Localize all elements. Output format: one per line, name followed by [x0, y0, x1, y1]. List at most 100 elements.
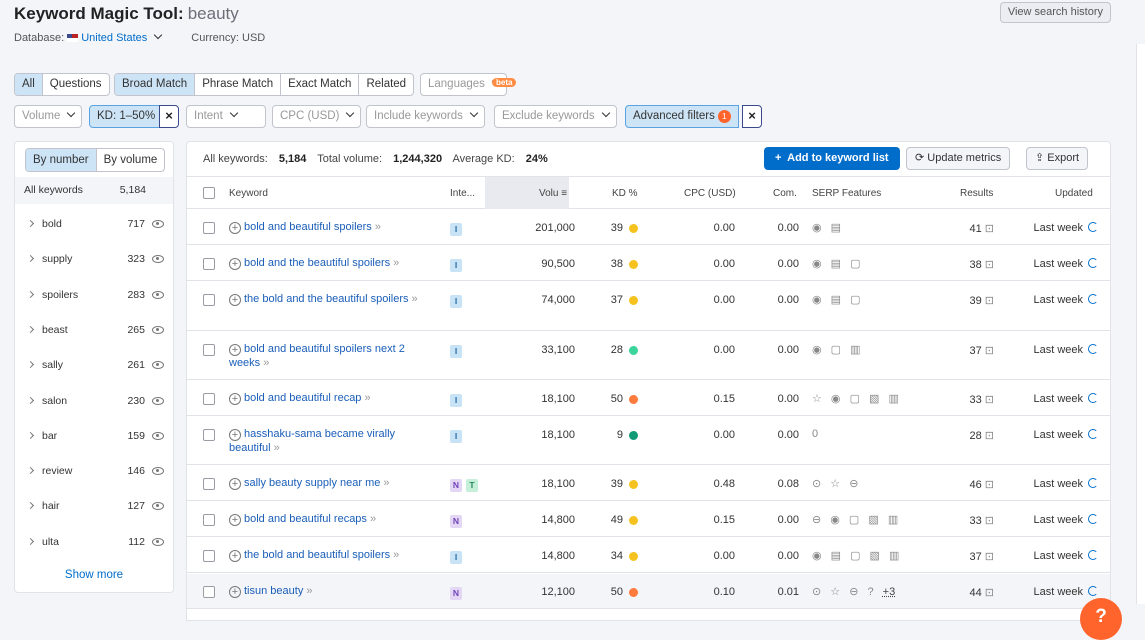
row-checkbox[interactable] — [203, 258, 215, 270]
serp-snapshot-icon[interactable]: ⊡ — [984, 295, 994, 307]
eye-icon[interactable] — [152, 361, 164, 370]
results-value[interactable]: 33 ⊡ — [969, 515, 994, 527]
sidebar-item-sally[interactable]: sally 261 — [15, 348, 173, 383]
by-number-button[interactable]: By number — [26, 149, 96, 171]
table-row[interactable]: + bold and beautiful recap» I 18,100 50 0.15 0… — [187, 381, 1110, 416]
sidebar-all-keywords[interactable]: All keywords 5,184 — [15, 177, 173, 204]
serp-features[interactable]: ◉ ▤ ▢ — [812, 294, 864, 306]
row-checkbox[interactable] — [203, 294, 215, 306]
col-updated[interactable]: Updated — [1055, 188, 1093, 199]
refresh-icon[interactable] — [1088, 294, 1098, 304]
results-value[interactable]: 28 ⊡ — [969, 430, 994, 442]
tab-related[interactable]: Related — [366, 78, 407, 90]
add-circle-icon[interactable]: + — [229, 222, 241, 234]
col-com[interactable]: Com. — [773, 188, 797, 199]
sidebar-item-ulta[interactable]: ulta 112 — [15, 525, 173, 560]
col-results[interactable]: Results — [960, 188, 994, 199]
table-row[interactable]: + bold and beautiful spoilers» I 201,000 39 0… — [187, 210, 1110, 245]
serp-snapshot-icon[interactable]: ⊡ — [984, 223, 994, 235]
eye-icon[interactable] — [152, 325, 164, 334]
scrollbar[interactable] — [1136, 44, 1145, 604]
keyword-link[interactable]: + bold and the beautiful spoilers» — [229, 256, 429, 270]
select-all-checkbox[interactable] — [203, 187, 215, 199]
serp-snapshot-icon[interactable]: ⊡ — [984, 587, 994, 599]
show-more-link[interactable]: Show more — [64, 569, 124, 581]
results-value[interactable]: 33 ⊡ — [969, 394, 994, 406]
kd-filter-clear-icon[interactable]: × — [159, 105, 179, 128]
row-checkbox[interactable] — [203, 478, 215, 490]
advanced-filters-button[interactable]: Advanced filters 1 — [625, 105, 739, 128]
serp-snapshot-icon[interactable]: ⊡ — [984, 430, 994, 442]
help-button[interactable]: ? — [1080, 598, 1122, 640]
add-circle-icon[interactable]: + — [229, 344, 241, 356]
tab-broad-match[interactable]: Broad Match — [115, 74, 196, 95]
serp-features[interactable]: ◉ ▤ ▢ ▧ ▥ — [812, 550, 903, 562]
serp-features[interactable]: ⊙ ☆ ⊖ ? +3 — [812, 586, 896, 598]
intent-filter[interactable]: Intent — [186, 105, 266, 128]
table-row[interactable]: + tisun beauty» N 12,100 50 0.10 0.01 ⊙ ☆ ⊖ ? +… — [187, 574, 1110, 609]
include-keywords-filter[interactable]: Include keywords — [366, 105, 485, 128]
row-checkbox[interactable] — [203, 514, 215, 526]
col-intent[interactable]: Inte... — [450, 188, 476, 199]
keyword-link[interactable]: + sally beauty supply near me» — [229, 476, 429, 490]
view-history-button[interactable]: View search history — [999, 2, 1111, 23]
eye-icon[interactable] — [152, 502, 164, 511]
keyword-link[interactable]: + bold and beautiful spoilers next 2 weeks… — [229, 343, 405, 369]
exclude-keywords-filter[interactable]: Exclude keywords — [494, 105, 617, 128]
results-value[interactable]: 37 ⊡ — [969, 551, 994, 563]
keyword-link[interactable]: + bold and beautiful recap» — [229, 391, 429, 405]
results-value[interactable]: 44 ⊡ — [969, 587, 994, 599]
serp-snapshot-icon[interactable]: ⊡ — [984, 551, 994, 563]
serp-snapshot-icon[interactable]: ⊡ — [984, 259, 994, 271]
table-row[interactable]: + hasshaku-sama became virally beautiful» I… — [187, 417, 1110, 465]
col-keyword[interactable]: Keyword — [229, 188, 268, 199]
add-circle-icon[interactable]: + — [229, 478, 241, 490]
add-circle-icon[interactable]: + — [229, 429, 241, 441]
languages-dropdown[interactable]: Languages — [420, 73, 507, 96]
results-value[interactable]: 41 ⊡ — [969, 223, 994, 235]
add-circle-icon[interactable]: + — [229, 258, 241, 270]
serp-features[interactable]: ◉ ▤ ▢ — [812, 258, 864, 270]
updated-cell[interactable]: Last week — [1033, 294, 1098, 306]
serp-snapshot-icon[interactable]: ⊡ — [984, 345, 994, 357]
results-value[interactable]: 46 ⊡ — [969, 479, 994, 491]
table-row[interactable]: + sally beauty supply near me» N T 18,100 39 0… — [187, 466, 1110, 501]
add-circle-icon[interactable]: + — [229, 586, 241, 598]
updated-cell[interactable]: Last week — [1033, 222, 1098, 234]
table-row[interactable]: + bold and beautiful recaps» N 14,800 49 0.15… — [187, 502, 1110, 537]
col-cpc[interactable]: CPC (USD) — [684, 188, 736, 199]
sidebar-item-bar[interactable]: bar 159 — [15, 419, 173, 454]
serp-snapshot-icon[interactable]: ⊡ — [984, 515, 994, 527]
eye-icon[interactable] — [152, 290, 164, 299]
updated-cell[interactable]: Last week — [1033, 393, 1098, 405]
sidebar-item-hair[interactable]: hair 127 — [15, 489, 173, 524]
updated-cell[interactable]: Last week — [1033, 344, 1098, 356]
results-value[interactable]: 39 ⊡ — [969, 295, 994, 307]
updated-cell[interactable]: Last week — [1033, 478, 1098, 490]
refresh-icon[interactable] — [1088, 550, 1098, 560]
add-circle-icon[interactable]: + — [229, 550, 241, 562]
col-volume[interactable]: Volu ≡ — [539, 188, 568, 199]
col-kd[interactable]: KD % — [612, 188, 638, 199]
tab-all[interactable]: All — [15, 74, 43, 95]
eye-icon[interactable] — [152, 255, 164, 264]
sidebar-item-beast[interactable]: beast 265 — [15, 313, 173, 348]
kd-filter[interactable]: KD: 1–50% — [89, 105, 164, 128]
add-circle-icon[interactable]: + — [229, 393, 241, 405]
updated-cell[interactable]: Last week — [1033, 429, 1098, 441]
serp-snapshot-icon[interactable]: ⊡ — [984, 394, 994, 406]
sidebar-item-salon[interactable]: salon 230 — [15, 384, 173, 419]
results-value[interactable]: 38 ⊡ — [969, 259, 994, 271]
updated-cell[interactable]: Last week — [1033, 550, 1098, 562]
eye-icon[interactable] — [152, 396, 164, 405]
row-checkbox[interactable] — [203, 550, 215, 562]
row-checkbox[interactable] — [203, 586, 215, 598]
keyword-link[interactable]: + the bold and the beautiful spoilers» — [229, 292, 429, 306]
refresh-icon[interactable] — [1088, 586, 1098, 596]
col-serp-features[interactable]: SERP Features — [812, 188, 882, 199]
row-checkbox[interactable] — [203, 344, 215, 356]
export-button[interactable]: ⇪ Export — [1026, 147, 1089, 170]
serp-features[interactable]: ◉ ▢ ▥ — [812, 344, 864, 356]
update-metrics-button[interactable]: ⟳ Update metrics — [906, 147, 1011, 170]
refresh-icon[interactable] — [1088, 258, 1098, 268]
